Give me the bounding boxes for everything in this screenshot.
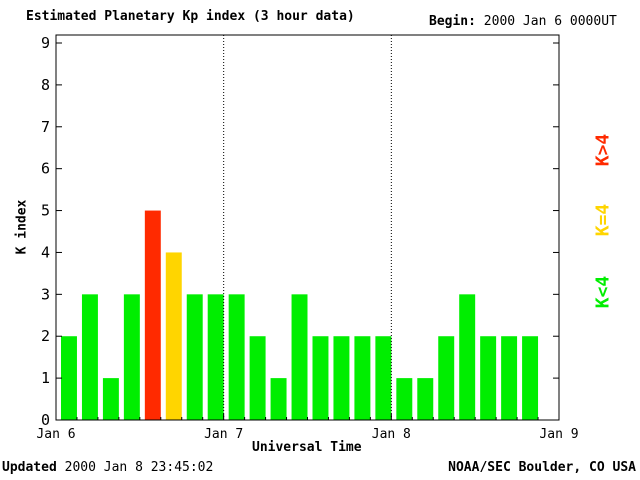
y-tick-label: 2 [41, 327, 50, 345]
updated-label: Updated [2, 460, 57, 475]
updated-time: Updated 2000 Jan 8 23:45:02 [2, 460, 213, 475]
bar [354, 336, 371, 420]
bar [186, 294, 203, 420]
y-tick-label: 3 [41, 285, 50, 303]
bar [438, 336, 455, 420]
bar [375, 336, 392, 420]
bar [270, 378, 287, 420]
bar [249, 336, 266, 420]
bar [417, 378, 434, 420]
bar [396, 378, 413, 420]
begin-label: Begin: [429, 14, 476, 29]
y-tick-label: 8 [41, 76, 50, 94]
x-tick-label: Jan 7 [204, 427, 243, 442]
legend-item-equal: K=4 [592, 203, 614, 237]
y-tick-label: 4 [41, 243, 50, 261]
bar [333, 336, 350, 420]
bar [291, 294, 308, 420]
grid-group [223, 35, 392, 420]
x-axis-label: Universal Time [252, 440, 362, 455]
legend-item-below: K<4 [592, 275, 614, 309]
begin-time: Begin: 2000 Jan 6 0000UT [429, 14, 617, 29]
bar [102, 378, 119, 420]
bar [228, 294, 245, 420]
credit-text: NOAA/SEC Boulder, CO USA [448, 460, 636, 475]
bar [144, 210, 161, 420]
bar [123, 294, 140, 420]
y-tick-label: 1 [41, 369, 50, 387]
bar [165, 252, 182, 420]
begin-value: 2000 Jan 6 0000UT [483, 14, 617, 29]
bar [81, 294, 98, 420]
bar [480, 336, 497, 420]
legend-item-above: K>4 [592, 133, 614, 167]
y-tick-label: 7 [41, 118, 50, 136]
y-axis: 0 1 2 3 4 5 6 7 8 9 [41, 34, 559, 429]
y-tick-label: 9 [41, 34, 50, 52]
y-tick-label: 6 [41, 160, 50, 178]
updated-value: 2000 Jan 8 23:45:02 [64, 460, 214, 475]
y-tick-label: 5 [41, 202, 50, 220]
x-tick-label: Jan 6 [36, 427, 75, 442]
bar [459, 294, 476, 420]
bar [522, 336, 539, 420]
bar [207, 294, 224, 420]
bar [312, 336, 329, 420]
x-axis: Jan 6 Jan 7 Jan 8 Jan 9 [36, 414, 579, 442]
bars-group [61, 210, 539, 420]
x-tick-label: Jan 9 [539, 427, 578, 442]
bar [61, 336, 77, 420]
chart-title: Estimated Planetary Kp index (3 hour dat… [26, 9, 355, 24]
bar [501, 336, 518, 420]
y-axis-label: K index [14, 199, 30, 255]
x-tick-label: Jan 8 [372, 427, 411, 442]
y-tick-label: 0 [41, 411, 50, 429]
